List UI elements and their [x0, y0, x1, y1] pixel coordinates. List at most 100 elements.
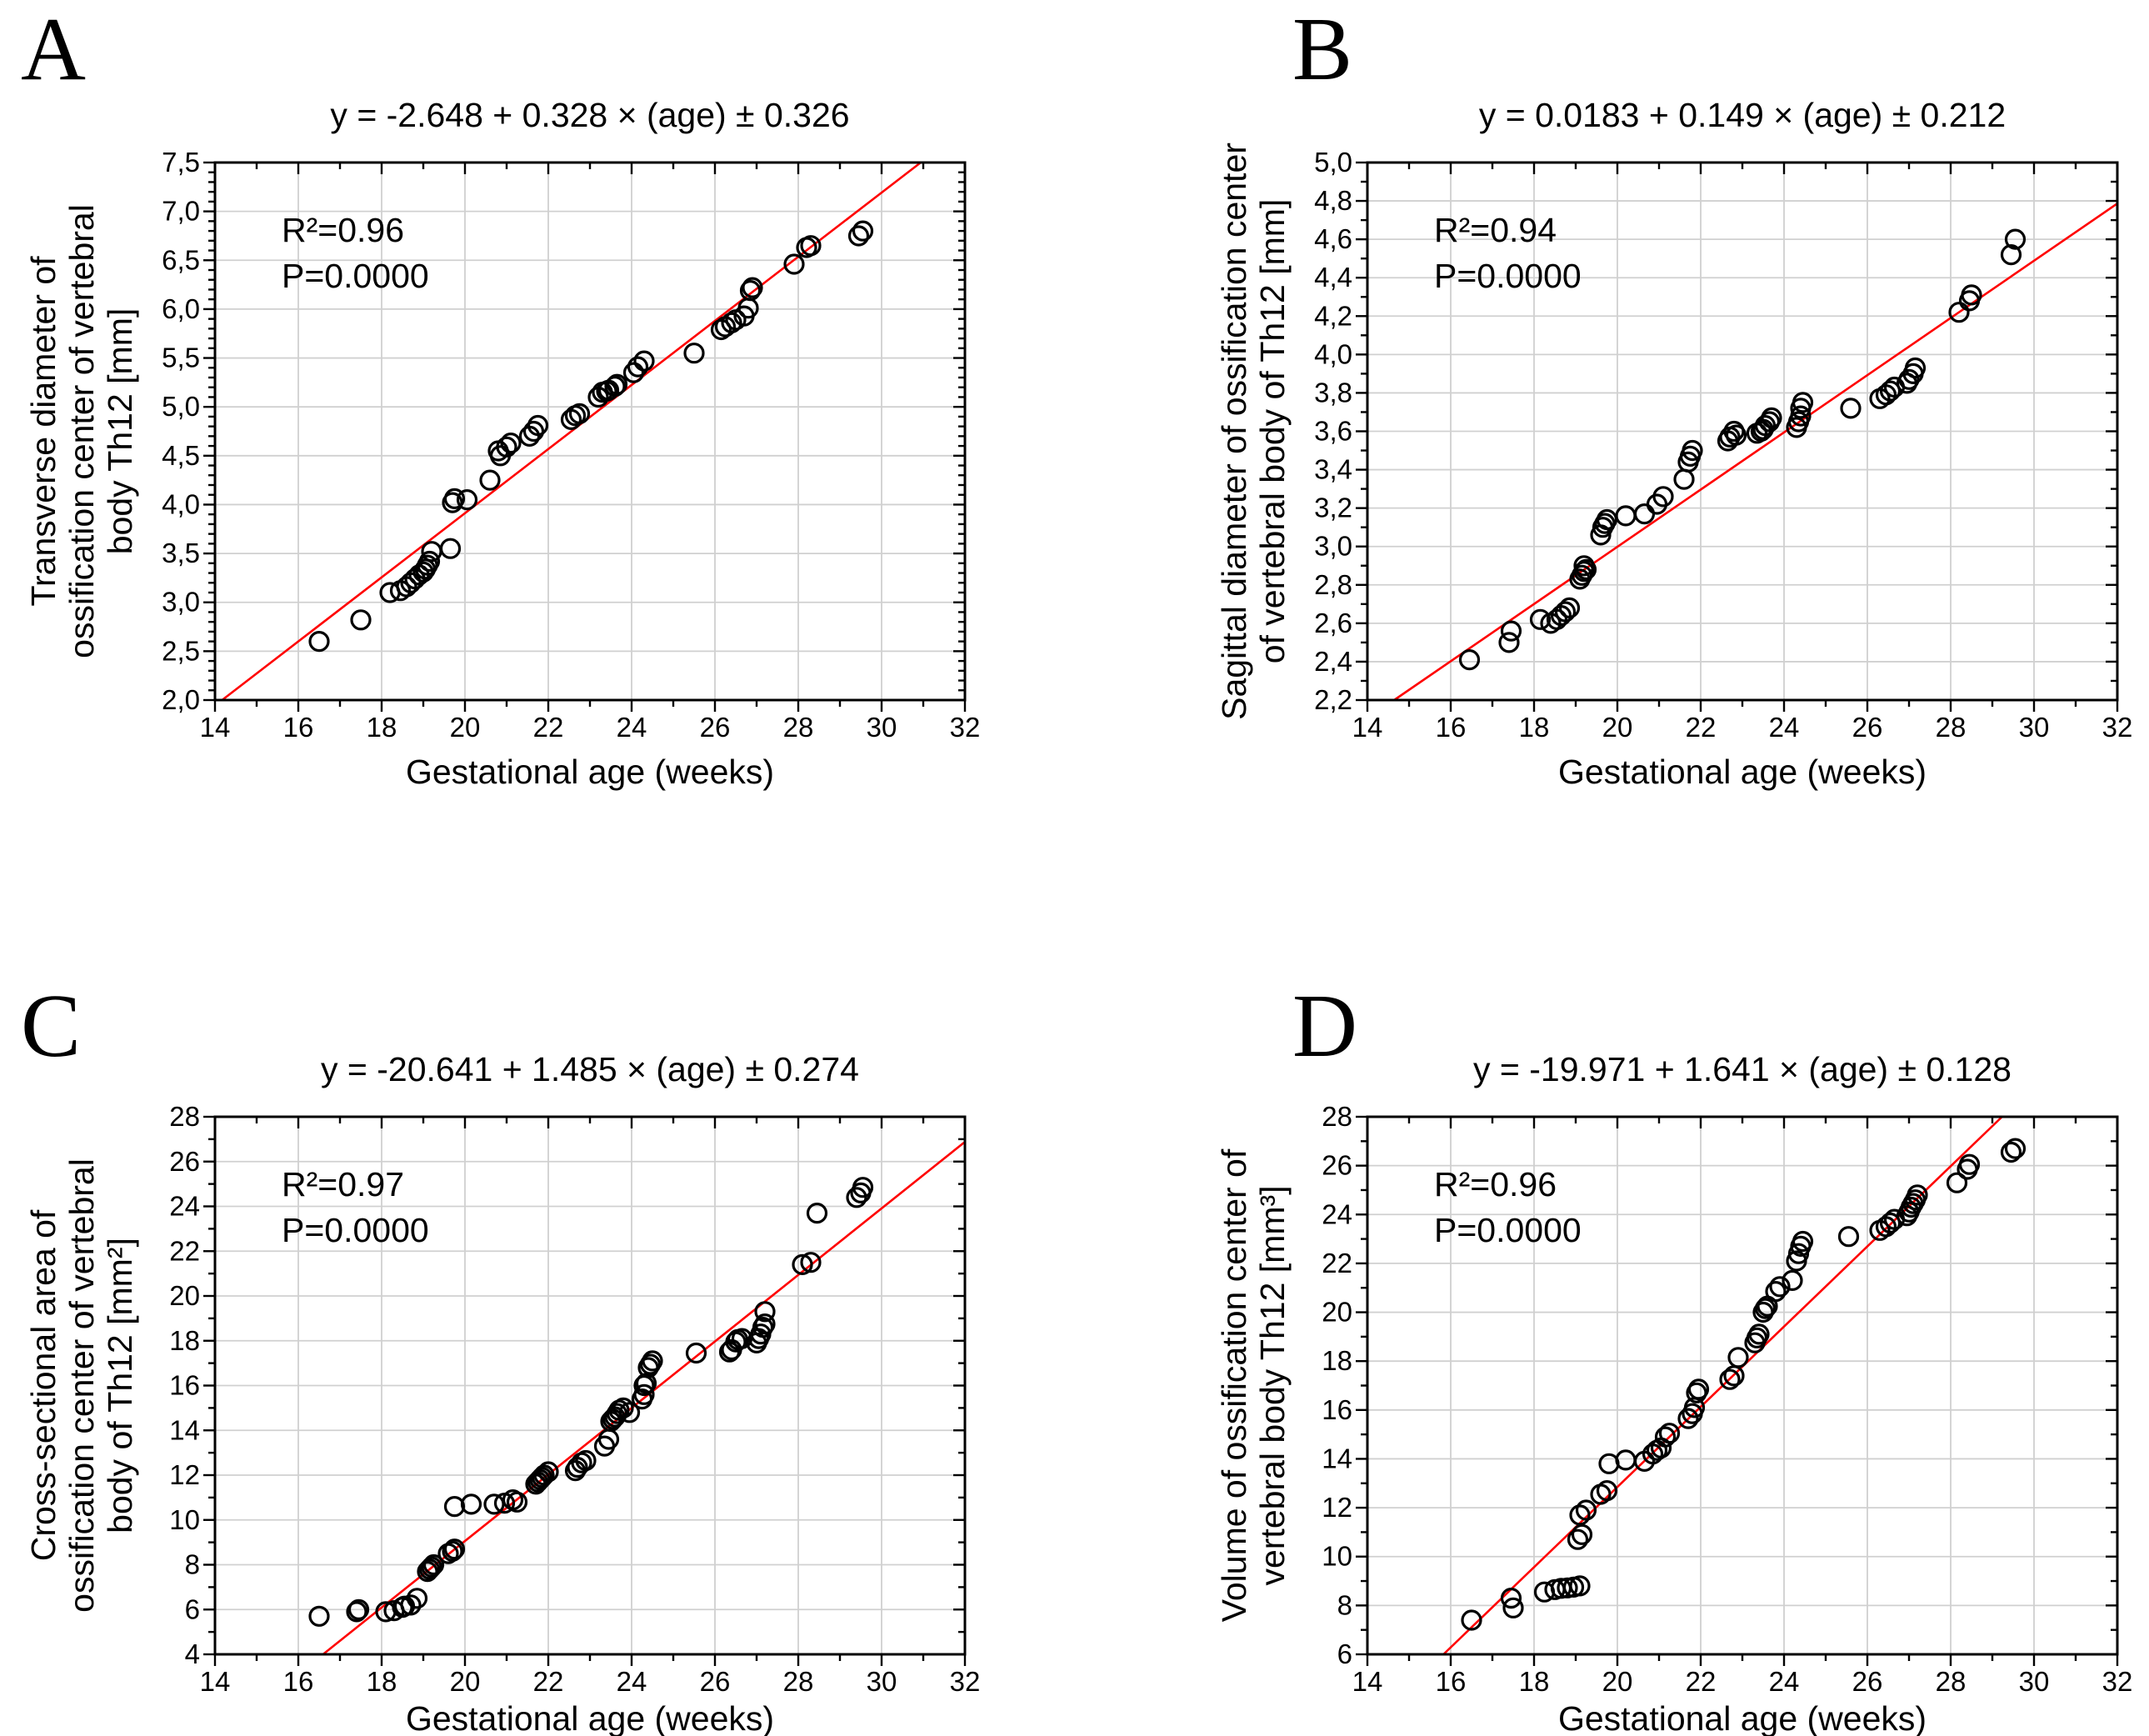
data-point	[606, 1403, 628, 1424]
x-tick-labels: 14 16 18 20 22 24 26 28 30 32	[200, 1666, 981, 1697]
svg-text:4,6: 4,6	[1314, 223, 1352, 254]
svg-text:26: 26	[700, 1666, 731, 1697]
svg-text:32: 32	[2102, 1666, 2133, 1697]
regression-line	[1393, 203, 2118, 702]
svg-text:5,0: 5,0	[162, 391, 200, 422]
svg-text:3,2: 3,2	[1314, 493, 1352, 523]
p-value: P=0.0000	[282, 257, 429, 295]
svg-text:30: 30	[2019, 1666, 2050, 1697]
data-point	[1769, 1276, 1791, 1298]
data-points	[1458, 228, 2027, 671]
panel-letter-B: B	[1292, 0, 1353, 99]
y-axis-label: Sagittal diameter of ossification center…	[1215, 143, 1292, 720]
y-tick-labels: 2,2 2,4 2,6 2,8 3,0 3,2 3,4 3,6 3,8 4,0 4,2 4,4 4,6 4…	[1314, 147, 1352, 715]
svg-text:3,5: 3,5	[162, 538, 200, 568]
data-point	[1904, 357, 1927, 379]
svg-text:4,2: 4,2	[1314, 300, 1352, 331]
data-point	[460, 1493, 482, 1515]
svg-text:22: 22	[533, 1666, 564, 1697]
data-point	[800, 1252, 822, 1273]
axis-ticks	[203, 1115, 967, 1666]
svg-text:10: 10	[169, 1504, 200, 1535]
scatter-plot-C: 14 16 18 20 22 24 26 28 30 32 4 6 8 10 12 14 16 18 20 22 24 2…	[24, 1050, 981, 1736]
svg-text:4,4: 4,4	[1314, 262, 1352, 293]
svg-text:6: 6	[185, 1593, 200, 1624]
svg-text:8: 8	[185, 1549, 200, 1580]
panel-letter-C: C	[21, 977, 82, 1076]
scatter-plot-D: 14 16 18 20 22 24 26 28 30 32 6 8 10 12 14 16 18 20 22 24 26…	[1215, 1050, 2133, 1736]
svg-text:14: 14	[1352, 712, 1383, 743]
data-point	[635, 1373, 657, 1394]
svg-text:20: 20	[1322, 1297, 1352, 1328]
plot-title: y = 0.0183 + 0.149 × (age) ± 0.212	[1479, 96, 2006, 134]
data-point	[575, 1449, 597, 1472]
stats-annotation: R²=0.97 P=0.0000	[282, 1165, 429, 1249]
axis-ticks	[1356, 161, 2119, 712]
data-point	[2004, 1138, 2027, 1159]
plot-title: y = -2.648 + 0.328 × (age) ± 0.326	[330, 96, 849, 134]
svg-text:4,0: 4,0	[162, 488, 200, 519]
data-point	[783, 253, 805, 275]
svg-text:6,0: 6,0	[162, 293, 200, 324]
data-point	[2000, 1141, 2022, 1163]
svg-text:8: 8	[1337, 1589, 1352, 1620]
data-point	[1569, 1504, 1591, 1526]
svg-text:4,0: 4,0	[1314, 338, 1352, 369]
svg-text:body of Th12 [mm²]: body of Th12 [mm²]	[101, 1238, 139, 1533]
data-point	[456, 488, 478, 511]
data-point	[1498, 632, 1520, 653]
p-value: P=0.0000	[1434, 257, 1582, 295]
x-tick-labels: 14 16 18 20 22 24 26 28 30 32	[1352, 1666, 2133, 1697]
svg-text:16: 16	[1322, 1394, 1352, 1425]
data-point	[633, 350, 655, 372]
data-point	[1948, 302, 1970, 323]
data-point	[633, 1383, 655, 1405]
data-point	[642, 1350, 663, 1372]
svg-text:4: 4	[185, 1638, 200, 1669]
svg-text:30: 30	[2019, 712, 2050, 743]
data-point	[527, 414, 549, 437]
data-point	[1687, 1378, 1710, 1400]
data-point	[418, 1558, 441, 1580]
svg-text:12: 12	[169, 1459, 200, 1490]
data-point	[1558, 597, 1581, 619]
data-points	[308, 1177, 874, 1627]
svg-text:4,5: 4,5	[162, 440, 200, 471]
data-point	[1500, 1587, 1522, 1609]
svg-text:Transverse diameter of: Transverse diameter of	[24, 256, 62, 607]
data-point	[1754, 1298, 1777, 1319]
scatter-plot-B: 14 16 18 20 22 24 26 28 30 32 2,2 2,4 2,6 2,8 3,0 3,2 3,…	[1215, 96, 2132, 791]
svg-text:18: 18	[1519, 1666, 1550, 1697]
x-axis-label: Gestational age (weeks)	[406, 753, 774, 791]
svg-text:18: 18	[367, 712, 397, 743]
y-axis-label: Transverse diameter of ossification cente…	[24, 204, 139, 658]
data-point	[622, 362, 645, 383]
p-value: P=0.0000	[282, 1211, 429, 1249]
data-point	[721, 312, 742, 333]
svg-text:6: 6	[1337, 1638, 1352, 1669]
data-point	[1765, 1281, 1787, 1303]
svg-text:22: 22	[1322, 1248, 1352, 1278]
panel-D: D 14 16 18 20 22 24 26 28 30 32 6 8 10 12 14 16 18 20 22 24…	[1074, 867, 2149, 1736]
p-value: P=0.0000	[1434, 1211, 1582, 1249]
svg-text:16: 16	[283, 712, 314, 743]
data-point	[1946, 1172, 1968, 1193]
svg-text:14: 14	[1322, 1443, 1352, 1473]
data-point	[1596, 1479, 1618, 1502]
data-point	[422, 1553, 445, 1576]
data-point	[683, 343, 705, 364]
gridlines	[215, 163, 965, 700]
r-squared-value: R²=0.94	[1434, 211, 1557, 249]
y-axis-label: Volume of ossification center of vertebra…	[1215, 1148, 1292, 1622]
svg-text:3,8: 3,8	[1314, 377, 1352, 408]
data-point	[1461, 1609, 1482, 1631]
data-point	[2004, 228, 2027, 250]
svg-text:16: 16	[283, 1666, 314, 1697]
stats-annotation: R²=0.96 P=0.0000	[1434, 1165, 1582, 1249]
data-point	[1907, 1184, 1928, 1206]
data-point	[421, 1556, 442, 1578]
data-points	[1461, 1138, 2027, 1631]
svg-text:14: 14	[200, 712, 231, 743]
data-point	[1790, 405, 1812, 427]
